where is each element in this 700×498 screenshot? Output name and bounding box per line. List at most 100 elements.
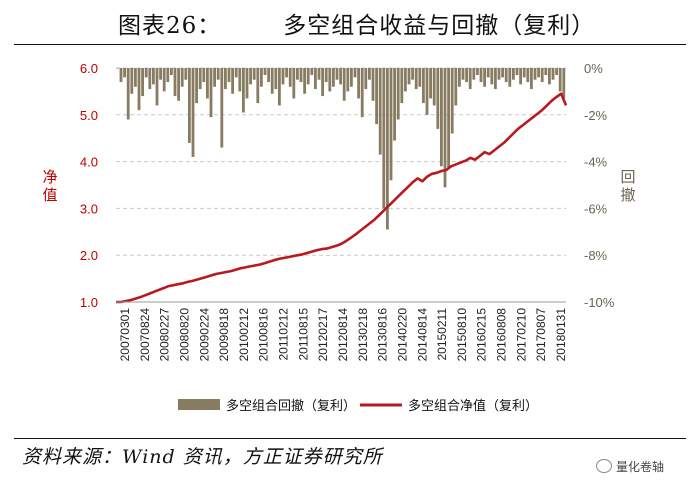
legend-label-drawdown: 多空组合回撤（复利） <box>226 398 356 414</box>
drawdown-bar-97 <box>465 68 469 83</box>
drawdown-bar-8 <box>144 68 148 78</box>
drawdown-bar-80 <box>404 68 407 92</box>
drawdown-bar-5 <box>134 68 137 87</box>
left-axis-label-1: 净 <box>42 168 57 186</box>
figure-title-text: 多空组合收益与回撤（复利） <box>283 13 596 39</box>
drawdown-bar-11 <box>155 68 159 106</box>
right-axis-label-1: 回 <box>620 168 635 186</box>
drawdown-bar-116 <box>533 68 537 80</box>
drawdown-bar-109 <box>508 68 512 87</box>
drawdown-bar-43 <box>270 68 274 94</box>
drawdown-bar-102 <box>483 68 487 87</box>
drawdown-bar-122 <box>555 68 559 76</box>
drawdown-bar-123 <box>558 68 562 92</box>
drawdown-bar-6 <box>137 68 141 111</box>
drawdown-bar-47 <box>285 68 289 78</box>
x-tick-label-17: 20150810 <box>455 308 469 362</box>
drawdown-bar-111 <box>515 68 519 76</box>
drawdown-bar-77 <box>393 68 397 141</box>
x-tick-label-14: 20140220 <box>395 308 409 362</box>
drawdown-bar-86 <box>425 68 429 115</box>
drawdown-bar-34 <box>238 68 242 92</box>
drawdown-bar-52 <box>303 68 307 94</box>
drawdown-bar-75 <box>386 68 389 230</box>
drawdown-bar-115 <box>530 68 533 90</box>
x-tick-label-20: 20170210 <box>514 308 528 362</box>
drawdown-bar-46 <box>281 68 285 85</box>
left-tick-label-1: 2.0 <box>80 248 98 263</box>
drawdown-bar-12 <box>159 68 163 80</box>
drawdown-bar-1 <box>119 68 123 83</box>
drawdown-bar-107 <box>501 68 505 78</box>
drawdown-bar-98 <box>468 68 472 90</box>
drawdown-bar-89 <box>436 68 440 129</box>
drawdown-bar-120 <box>548 68 551 85</box>
drawdown-bar-121 <box>551 68 555 80</box>
wechat-icon <box>596 459 612 473</box>
drawdown-bar-74 <box>382 68 386 209</box>
drawdown-bar-14 <box>166 68 170 83</box>
drawdown-bar-17 <box>177 68 181 101</box>
drawdown-bar-81 <box>407 68 411 85</box>
x-tick-label-13: 20130816 <box>376 308 390 362</box>
drawdown-bar-88 <box>432 68 436 106</box>
drawdown-bars <box>116 68 566 230</box>
drawdown-bar-10 <box>152 68 155 85</box>
drawdown-bar-114 <box>526 68 530 83</box>
drawdown-bar-82 <box>411 68 415 80</box>
drawdown-bar-72 <box>375 68 379 125</box>
drawdown-bar-58 <box>324 68 328 83</box>
drawdown-bar-110 <box>512 68 515 80</box>
drawdown-bar-69 <box>364 68 368 90</box>
x-tick-label-4: 20090224 <box>197 308 211 362</box>
drawdown-bar-40 <box>260 68 263 87</box>
drawdown-bar-15 <box>170 68 173 76</box>
drawdown-bar-62 <box>339 68 343 85</box>
drawdown-bar-37 <box>249 68 253 85</box>
drawdown-bar-32 <box>231 68 235 94</box>
drawdown-bar-95 <box>458 68 461 87</box>
left-axis-label-2: 值 <box>42 186 57 204</box>
drawdown-bar-119 <box>544 68 548 76</box>
drawdown-bar-39 <box>256 68 260 104</box>
source-note: 资料来源：Wind 资讯，方正证券研究所 <box>22 446 383 468</box>
x-tick-label-1: 20070824 <box>138 308 152 362</box>
drawdown-bar-28 <box>216 68 220 80</box>
x-tick-label-3: 20080820 <box>177 308 191 362</box>
drawdown-bar-117 <box>537 68 541 78</box>
drawdown-bar-24 <box>202 68 206 83</box>
drawdown-bar-93 <box>450 68 454 134</box>
left-y-ticks: 1.0 2.0 3.0 4.0 5.0 6.0 <box>80 61 98 310</box>
drawdown-bar-42 <box>267 68 271 83</box>
drawdown-bar-20 <box>188 68 191 143</box>
drawdown-bar-30 <box>224 68 227 90</box>
drawdown-bar-108 <box>504 68 508 83</box>
x-tick-label-9: 20110815 <box>296 308 310 361</box>
x-tick-label-16: 20150211 <box>435 308 449 361</box>
drawdown-bar-99 <box>472 68 476 80</box>
x-tick-label-18: 20160215 <box>475 308 489 362</box>
x-ticks: 20070301 20070824 20080227 20080820 20090224… <box>118 308 568 362</box>
x-tick-label-2: 20080227 <box>158 308 172 362</box>
right-tick-label-3: -4% <box>584 155 608 170</box>
drawdown-bar-16 <box>173 68 177 97</box>
figure-title: 图表26： 多空组合收益与回撤（复利） <box>118 6 595 40</box>
x-tick-label-0: 20070301 <box>118 308 132 362</box>
x-tick-label-8: 20110212 <box>277 308 291 361</box>
drawdown-bar-104 <box>490 68 494 85</box>
x-tick-label-10: 20120217 <box>316 308 330 362</box>
drawdown-bar-21 <box>191 68 195 157</box>
drawdown-bar-2 <box>123 68 127 78</box>
drawdown-bar-48 <box>288 68 292 87</box>
drawdown-bar-71 <box>371 68 375 101</box>
legend-label-net-value: 多空组合净值（复利） <box>408 398 538 414</box>
drawdown-bar-57 <box>321 68 325 97</box>
drawdown-bar-59 <box>328 68 332 92</box>
drawdown-bar-66 <box>353 68 357 78</box>
drawdown-bar-41 <box>263 68 267 76</box>
left-tick-label-5: 6.0 <box>80 61 98 76</box>
left-tick-label-2: 3.0 <box>80 201 98 216</box>
drawdown-bar-49 <box>292 68 296 99</box>
drawdown-bar-96 <box>461 68 465 80</box>
x-tick-label-21: 20170807 <box>534 308 548 362</box>
